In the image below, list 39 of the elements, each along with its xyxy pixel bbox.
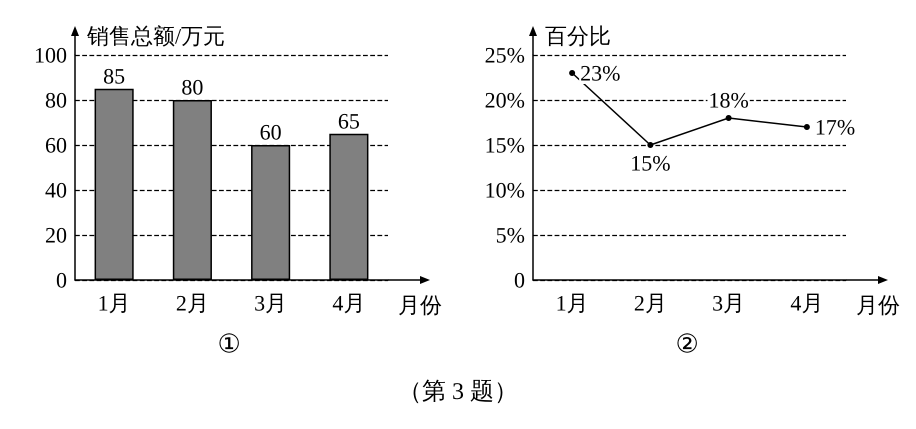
y-axis-title: 百分比 xyxy=(545,24,611,48)
x-tick-label: 4月 xyxy=(332,290,366,316)
x-axis-title: 月份 xyxy=(856,292,900,318)
x-tick-label: 3月 xyxy=(712,290,746,316)
y-tick-label: 25% xyxy=(484,42,525,68)
point xyxy=(726,115,732,121)
point xyxy=(569,70,576,76)
data-label: 15% xyxy=(630,150,671,176)
y-tick-label: 80 xyxy=(45,88,67,112)
text: ① xyxy=(218,330,240,358)
y-axis-title: 销售总额/万元 xyxy=(86,24,226,48)
y-tick-label: 20 xyxy=(45,222,67,248)
x-tick-label: 2月 xyxy=(634,290,667,316)
x-tick-label: 3月 xyxy=(254,290,288,316)
y-tick-label: 0 xyxy=(514,268,525,292)
data-label: 18% xyxy=(708,88,749,112)
x-tick-label: 1月 xyxy=(556,290,589,316)
y-tick-label: 100 xyxy=(34,42,67,68)
data-label: 60 xyxy=(260,120,282,144)
data-label: 80 xyxy=(181,74,204,100)
text: （第 3 题） xyxy=(397,378,519,407)
data-label: 17% xyxy=(814,114,856,140)
data-label: 23% xyxy=(580,60,620,86)
y-tick-label: 0 xyxy=(56,268,67,292)
y-tick-label: 15% xyxy=(484,132,525,158)
text: ② xyxy=(676,330,698,358)
data-label: 85 xyxy=(103,63,126,88)
y-tick-label: 40 xyxy=(45,178,67,202)
x-tick-label: 1月 xyxy=(98,290,131,316)
y-tick-label: 60 xyxy=(45,132,67,158)
point xyxy=(647,142,654,148)
x-tick-label: 2月 xyxy=(176,290,209,316)
x-axis-title: 月份 xyxy=(398,292,442,318)
x-tick-label: 4月 xyxy=(790,290,824,316)
y-tick-label: 20% xyxy=(484,88,525,112)
data-label: 65 xyxy=(338,108,360,134)
point xyxy=(804,124,810,130)
y-tick-label: 10% xyxy=(484,178,525,202)
y-tick-label: 5% xyxy=(496,222,525,248)
